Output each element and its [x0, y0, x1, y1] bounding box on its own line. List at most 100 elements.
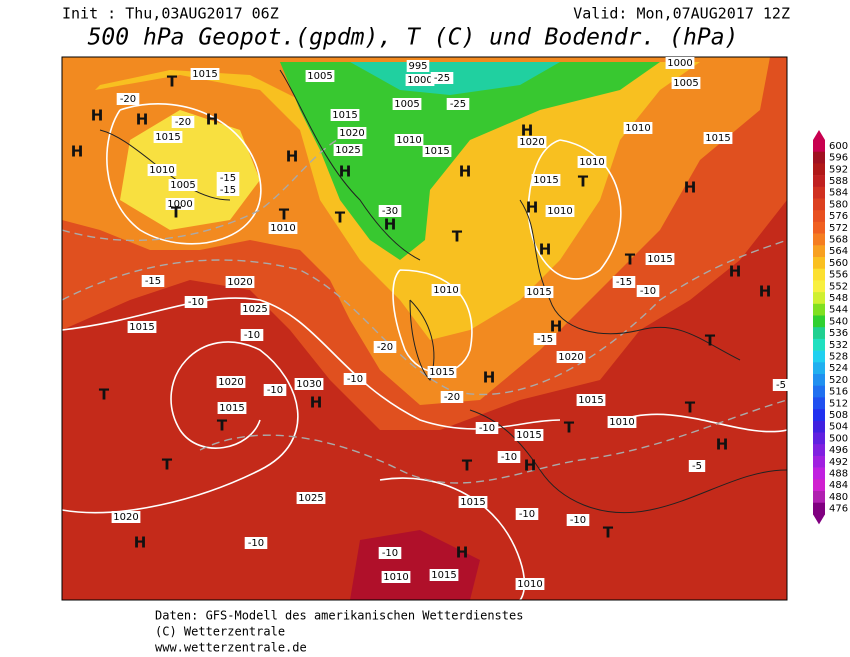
pressure-label: 1000: [167, 199, 192, 210]
color-bar-cell: [813, 385, 825, 398]
color-bar-top-arrow: [813, 130, 825, 140]
pressure-label: 1015: [460, 497, 485, 508]
low-pressure-label: T: [625, 251, 636, 269]
pressure-label: 1020: [227, 277, 252, 288]
label-box: [165, 198, 195, 210]
label-box: [458, 496, 488, 508]
color-bar-label: 516: [829, 387, 848, 398]
label-box: [636, 285, 660, 297]
low-pressure-label: T: [564, 419, 575, 437]
label-box: [392, 98, 422, 110]
high-pressure-label: H: [286, 148, 299, 166]
label-box: [446, 98, 470, 110]
high-pressure-label: H: [136, 111, 149, 129]
temperature-label: -20: [377, 342, 393, 353]
color-bar-label: 564: [829, 246, 848, 257]
pressure-label: 1010: [609, 417, 634, 428]
label-box: [296, 492, 326, 504]
color-bar-label: 536: [829, 328, 848, 339]
pressure-label: 1015: [705, 133, 730, 144]
color-bar-label: 484: [829, 480, 848, 491]
pressure-label: 1000: [667, 58, 692, 69]
label-box: [184, 296, 208, 308]
pressure-label: 1015: [647, 254, 672, 265]
color-bar-label: 504: [829, 422, 848, 433]
pressure-label: 1010: [383, 572, 408, 583]
label-box: [373, 341, 397, 353]
temperature-label: -10: [501, 452, 517, 463]
label-box: [405, 74, 435, 86]
label-box: [533, 333, 557, 345]
green-trough: [280, 62, 660, 260]
color-bar-cell: [813, 409, 825, 422]
label-box: [703, 132, 733, 144]
color-bar-label: 560: [829, 258, 848, 269]
color-bar-cell: [813, 175, 825, 188]
label-box: [116, 93, 140, 105]
label-box: [216, 172, 240, 184]
pressure-label: 1015: [526, 287, 551, 298]
label-box: [168, 179, 198, 191]
high-pressure-label: H: [459, 163, 472, 181]
label-box: [556, 351, 586, 363]
pressure-label: 1005: [673, 78, 698, 89]
temperature-label: -10: [267, 385, 283, 396]
low-pressure-label: T: [99, 386, 110, 404]
color-bar-cell: [813, 467, 825, 480]
color-bar-cell: [813, 221, 825, 234]
pressure-label: 1020: [339, 128, 364, 139]
pressure-label: 1005: [170, 180, 195, 191]
color-bar-cell: [813, 444, 825, 457]
map-frame: [61, 56, 788, 601]
color-bar-cell: [813, 315, 825, 328]
label-box: [607, 416, 637, 428]
color-bar-bottom-arrow: [813, 514, 825, 525]
color-bar-label: 592: [829, 164, 848, 175]
valid-time: Valid: Mon,07AUG2017 12Z: [573, 5, 790, 23]
label-box: [337, 127, 367, 139]
label-box: [514, 429, 544, 441]
pressure-label: 1015: [533, 175, 558, 186]
high-pressure-label: H: [550, 318, 563, 336]
high-pressure-label: H: [521, 122, 534, 140]
pressure-label: 1025: [335, 145, 360, 156]
high-pressure-label: H: [71, 143, 84, 161]
pressure-label: 1025: [242, 304, 267, 315]
temperature-label: -15: [220, 185, 236, 196]
color-bar-label: 524: [829, 363, 848, 374]
label-box: [343, 373, 367, 385]
color-bar-cell: [813, 245, 825, 258]
color-bar-label: 476: [829, 504, 848, 515]
label-box: [394, 134, 424, 146]
high-pressure-label: H: [134, 534, 147, 552]
pressure-label: 1015: [516, 430, 541, 441]
color-bar-cell: [813, 350, 825, 363]
color-bar-cell: [813, 163, 825, 176]
high-pressure-label: H: [539, 241, 552, 259]
color-bar-cell: [813, 186, 825, 199]
footer-source: Daten: GFS-Modell des amerikanischen Wet…: [155, 609, 523, 623]
temperature-label: -10: [570, 515, 586, 526]
temperature-label: -10: [382, 548, 398, 559]
color-bar-label: 576: [829, 211, 848, 222]
high-pressure-label: H: [759, 283, 772, 301]
label-box: [497, 451, 521, 463]
low-pressure-label: T: [578, 173, 589, 191]
color-bar-label: 508: [829, 410, 848, 421]
pressure-label: 1030: [296, 379, 321, 390]
color-bar-cell: [813, 280, 825, 293]
label-box: [240, 329, 264, 341]
pressure-label: 1010: [517, 579, 542, 590]
low-pressure-label: T: [162, 456, 173, 474]
label-box: [422, 145, 452, 157]
footer-url: www.wetterzentrale.de: [155, 641, 307, 655]
color-bar-cell: [813, 198, 825, 211]
color-bar-label: 520: [829, 375, 848, 386]
label-box: [431, 284, 461, 296]
color-bar-cell: [813, 292, 825, 305]
color-bar-cell: [813, 303, 825, 316]
label-box: [688, 460, 706, 472]
color-bar-label: 544: [829, 305, 848, 316]
color-bar-label: 512: [829, 398, 848, 409]
color-bar-cell: [813, 257, 825, 269]
